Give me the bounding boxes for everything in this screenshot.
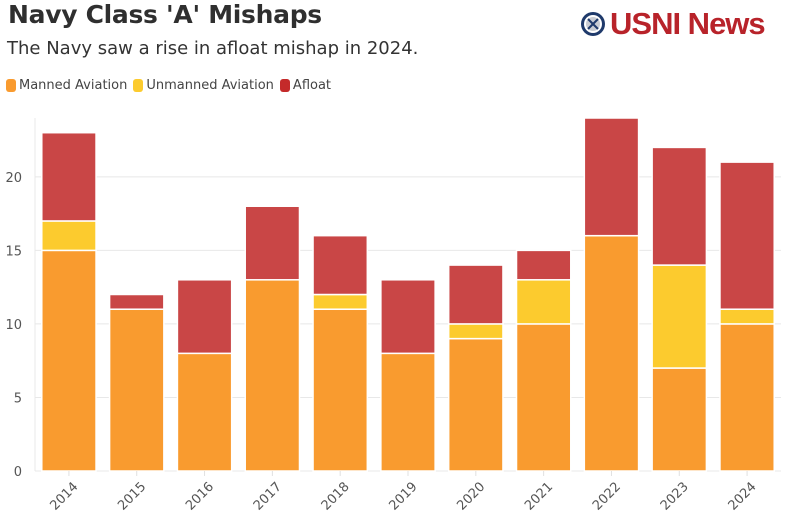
y-tick-label: 15 — [5, 244, 22, 259]
bar-manned-aviation — [447, 337, 504, 472]
bar-unmanned-aviation — [651, 264, 708, 369]
legend-item-afloat[interactable]: Afloat — [279, 78, 332, 93]
legend-label: Afloat — [292, 78, 332, 93]
bar-afloat — [41, 131, 97, 222]
bar-afloat — [108, 293, 165, 310]
x-tick-label: 2021 — [522, 480, 556, 514]
x-tick-label: 2015 — [115, 480, 149, 514]
y-tick-label: 5 — [14, 391, 22, 406]
legend-swatch-unmanned-aviation — [133, 79, 144, 92]
x-tick-label: 2024 — [726, 480, 760, 514]
bar-afloat — [244, 205, 301, 281]
bar-manned-aviation — [583, 234, 640, 472]
bar-afloat — [380, 279, 436, 355]
x-tick-label: 2019 — [387, 480, 421, 514]
x-tick-label: 2023 — [658, 480, 692, 514]
x-tick-label: 2018 — [319, 480, 353, 514]
bar-unmanned-aviation — [447, 323, 504, 340]
bar-afloat — [651, 146, 708, 266]
bar-unmanned-aviation — [515, 279, 572, 325]
legend-item-unmanned-aviation[interactable]: Unmanned Aviation — [133, 78, 274, 93]
bar-manned-aviation — [41, 249, 97, 472]
bar-afloat — [312, 234, 369, 296]
bar-afloat — [447, 264, 504, 325]
bar-manned-aviation — [108, 308, 165, 472]
x-tick-label: 2020 — [454, 480, 488, 514]
legend-swatch-afloat — [279, 79, 290, 92]
bar-manned-aviation — [515, 323, 572, 472]
x-tick-label: 2014 — [47, 480, 81, 514]
x-tick-label: 2022 — [590, 480, 624, 514]
y-tick-label: 0 — [14, 465, 22, 480]
bar-afloat — [583, 117, 640, 237]
bar-manned-aviation — [312, 308, 369, 472]
legend-item-manned-aviation[interactable]: Manned Aviation — [6, 78, 127, 93]
x-tick-label: 2016 — [183, 480, 217, 514]
chart-subtitle: The Navy saw a rise in afloat mishap in … — [7, 38, 419, 59]
bar-manned-aviation — [176, 352, 233, 472]
bar-manned-aviation — [651, 367, 708, 472]
bar-unmanned-aviation — [41, 220, 97, 252]
bar-afloat — [719, 161, 775, 310]
bar-unmanned-aviation — [312, 293, 369, 310]
legend: Manned Aviation Unmanned Aviation Afloat — [6, 78, 337, 93]
bar-afloat — [515, 249, 572, 281]
bar-unmanned-aviation — [719, 308, 775, 325]
logo-text: USNI News — [610, 6, 766, 41]
bar-manned-aviation — [244, 279, 301, 472]
bar-afloat — [176, 279, 233, 355]
legend-swatch-manned-aviation — [6, 79, 16, 92]
y-tick-label: 20 — [5, 171, 22, 186]
legend-label: Unmanned Aviation — [146, 78, 274, 93]
x-tick-label: 2017 — [251, 480, 285, 514]
bar-manned-aviation — [380, 352, 436, 472]
chart-title: Navy Class 'A' Mishaps — [8, 0, 322, 29]
usni-seal-icon — [581, 12, 605, 36]
bar-manned-aviation — [719, 323, 775, 472]
y-tick-label: 10 — [5, 318, 22, 333]
legend-label: Manned Aviation — [19, 78, 128, 93]
usni-news-logo[interactable]: USNI News — [580, 6, 766, 42]
